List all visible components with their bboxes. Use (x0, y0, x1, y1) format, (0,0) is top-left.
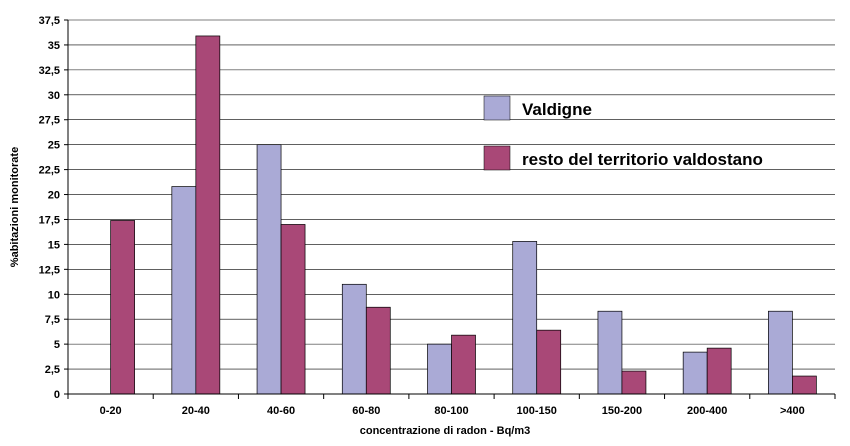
y-tick-label: 12,5 (39, 264, 60, 276)
x-tick-label: 0-20 (100, 405, 122, 417)
bars (110, 35, 817, 395)
legend-swatch-resto (483, 145, 511, 171)
bar-valdigne-2 (256, 144, 282, 395)
y-tick-label: 32,5 (39, 65, 60, 77)
y-tick-label: 17,5 (39, 214, 60, 226)
x-tick-label: >400 (780, 405, 805, 417)
x-tick-label: 80-100 (434, 405, 468, 417)
x-tick-labels: 0-20 20-40 40-60 60-80 80-100 100-150 150-200 2… (67, 394, 836, 417)
y-tick-label: 20 (48, 190, 60, 202)
bar-resto-1 (195, 35, 221, 395)
bar-valdigne-6 (597, 310, 623, 395)
x-tick-label: 100-150 (517, 405, 557, 417)
x-tick-label: 150-200 (602, 405, 642, 417)
y-tick-labels: 0 2,5 5 7,5 10 12,5 15 17,5 20 22,5 25 27,5 30 32,5 35… (39, 15, 68, 401)
x-tick-label: 20-40 (182, 405, 210, 417)
legend-label-resto: resto del territorio valdostano (522, 150, 763, 169)
bar-resto-8 (792, 375, 817, 395)
y-tick-label: 37,5 (39, 15, 60, 27)
bar-valdigne-3 (341, 283, 367, 395)
bar-resto-3 (365, 306, 391, 395)
y-tick-label: 22,5 (39, 165, 60, 177)
y-tick-label: 15 (48, 239, 60, 251)
y-tick-label: 0 (54, 389, 60, 401)
legend-swatch-valdigne (483, 95, 511, 121)
bar-resto-7 (706, 347, 732, 395)
legend: Valdigne resto del territorio valdostano (483, 95, 763, 171)
bar-resto-0 (110, 220, 135, 395)
bar-valdigne-8 (768, 310, 793, 395)
x-tick-label: 40-60 (267, 405, 295, 417)
bar-resto-5 (536, 329, 562, 395)
y-axis-title: %abitazioni monitorate (9, 147, 21, 267)
x-tick-label: 60-80 (352, 405, 380, 417)
y-tick-label: 5 (54, 339, 60, 351)
y-tick-label: 2,5 (45, 364, 60, 376)
y-tick-label: 27,5 (39, 115, 60, 127)
y-tick-label: 7,5 (45, 314, 60, 326)
bar-valdigne-4 (427, 343, 452, 395)
y-tick-label: 10 (48, 289, 60, 301)
y-tick-label: 25 (48, 140, 60, 152)
bar-valdigne-7 (682, 351, 708, 395)
x-tick-label: 200-400 (687, 405, 727, 417)
y-tick-label: 35 (48, 40, 60, 52)
legend-label-valdigne: Valdigne (522, 100, 592, 119)
bar-resto-6 (621, 370, 647, 395)
bar-resto-4 (451, 334, 476, 395)
bar-valdigne-5 (512, 241, 538, 395)
x-axis-title: concentrazione di radon - Bq/m3 (360, 425, 531, 437)
bar-valdigne-1 (171, 186, 197, 395)
bar-resto-2 (280, 224, 306, 395)
y-tick-label: 30 (48, 90, 60, 102)
